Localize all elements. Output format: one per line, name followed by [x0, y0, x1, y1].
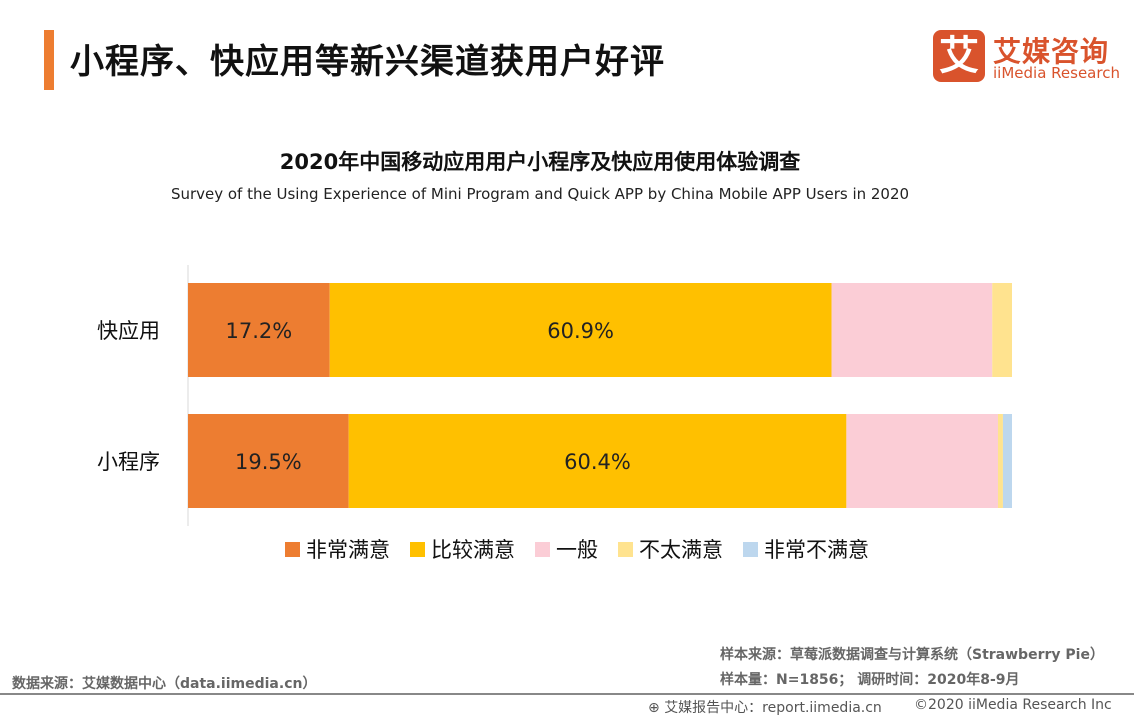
legend-swatch [285, 541, 300, 557]
chart-title: 2020年中国移动应用用户小程序及快应用使用体验调查 [279, 150, 801, 174]
bar-segment [846, 414, 998, 508]
copyright: ©2020 iiMedia Research Inc [914, 697, 1112, 713]
bar-segment [348, 414, 847, 508]
legend-swatch [410, 541, 425, 557]
bar-segment [831, 283, 993, 377]
legend-swatch [743, 541, 758, 557]
report-center-text: 艾媒报告中心：report.iimedia.cn [664, 700, 882, 716]
legend-label: 不太满意 [639, 538, 723, 562]
chart-subtitle: Survey of the Using Experience of Mini P… [170, 185, 910, 203]
title-accent-bar [44, 30, 54, 90]
data-label: 17.2% [226, 319, 293, 343]
legend-label: 非常不满意 [764, 538, 869, 562]
legend-swatch [535, 541, 550, 557]
logo-text-cn: 艾媒咨询 [993, 35, 1110, 68]
category-label: 快应用 [97, 319, 160, 343]
data-label: 19.5% [235, 450, 302, 474]
sample-source: 样本来源：草莓派数据调查与计算系统（Strawberry Pie） [720, 647, 1104, 663]
data-source: 数据来源：艾媒数据中心（data.iimedia.cn） [12, 676, 317, 692]
chart-legend: 非常满意 比较满意 一般 不太满意 非常不满意 [285, 534, 869, 564]
logo-text-en: iiMedia Research [993, 64, 1120, 82]
bar-segment [997, 414, 1003, 508]
legend-item: 不太满意 [618, 534, 723, 564]
legend-item: 比较满意 [410, 534, 515, 564]
bar-segment [1002, 414, 1012, 508]
footer-divider [0, 693, 1134, 695]
legend-item: 非常不满意 [743, 534, 869, 564]
sample-size: 样本量：N=1856； 调研时间：2020年8-9月 [720, 672, 1020, 688]
legend-item: 一般 [535, 534, 598, 564]
legend-label: 一般 [556, 538, 598, 562]
report-center: ⊕ 艾媒报告中心：report.iimedia.cn [648, 697, 882, 717]
logo-mark: 艾 [933, 30, 985, 82]
bar-segment [992, 283, 1012, 377]
bar-segment [329, 283, 832, 377]
bar-segment [188, 283, 330, 377]
bar-segment [188, 414, 349, 508]
data-label: 60.4% [564, 450, 631, 474]
globe-icon: ⊕ [648, 700, 665, 716]
data-label: 60.9% [547, 319, 614, 343]
category-label: 小程序 [97, 450, 160, 474]
legend-item: 非常满意 [285, 534, 390, 564]
page-title: 小程序、快应用等新兴渠道获用户好评 [70, 42, 665, 82]
legend-label: 比较满意 [431, 538, 515, 562]
legend-label: 非常满意 [306, 538, 390, 562]
legend-swatch [618, 541, 633, 557]
